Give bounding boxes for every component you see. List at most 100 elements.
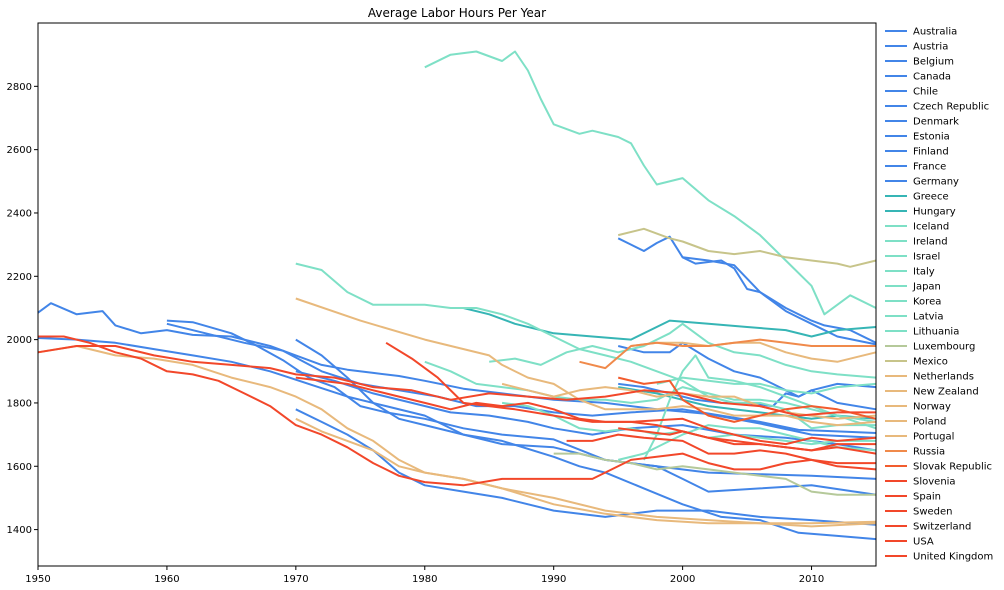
legend-label: Greece (913, 192, 949, 203)
legend-item: United Kingdom (885, 552, 993, 563)
legend-item: Hungary (885, 207, 956, 218)
legend-label: New Zealand (913, 387, 979, 398)
legend-item: Greece (885, 192, 949, 203)
legend-item: Portugal (885, 432, 954, 443)
chart-title: Average Labor Hours Per Year (368, 6, 546, 20)
legend-item: Estonia (885, 132, 950, 143)
legend-label: USA (913, 537, 934, 548)
series-line-16 (424, 360, 877, 430)
legend-label: Germany (913, 177, 959, 188)
series-line-3 (166, 322, 877, 434)
series-line-32 (38, 335, 876, 487)
legend-label: Slovenia (913, 477, 956, 488)
legend-label: Spain (913, 492, 941, 503)
legend-label: Iceland (913, 222, 949, 233)
legend-label: Latvia (913, 312, 943, 323)
legend-item: Netherlands (885, 372, 974, 383)
series-line-15 (489, 322, 877, 379)
legend-label: Slovak Republic (913, 462, 992, 473)
legend-label: Japan (912, 282, 941, 293)
series-line-9 (37, 337, 877, 496)
legend-label: Czech Republic (913, 102, 989, 113)
legend-label: Netherlands (913, 372, 974, 383)
x-tick-label: 1980 (412, 574, 437, 585)
legend-item: Russia (885, 447, 945, 458)
legend-item: Switzerland (885, 522, 971, 533)
series-line-13 (424, 50, 877, 316)
legend-label: Portugal (913, 432, 954, 443)
legend-label: Poland (913, 417, 946, 428)
legend-item: Chile (885, 87, 938, 98)
legend-label: Canada (913, 72, 951, 83)
legend-label: Sweden (913, 507, 953, 518)
y-tick-label: 2200 (7, 272, 32, 283)
x-tick-label: 2000 (670, 574, 695, 585)
legend-label: Estonia (913, 132, 950, 143)
series-line-19 (643, 354, 877, 461)
series-line-26 (630, 341, 877, 363)
legend-item: Iceland (885, 222, 949, 233)
legend-item: Korea (885, 297, 941, 308)
series-line-7 (617, 341, 877, 398)
legend-item: Canada (885, 72, 951, 83)
legend-item: Slovak Republic (885, 462, 992, 473)
legend-item: Italy (885, 267, 935, 278)
series-line-35 (295, 376, 876, 452)
legend-item: Slovenia (885, 477, 956, 488)
x-tick-label: 1970 (283, 574, 308, 585)
legend-label: Norway (913, 402, 951, 413)
series-line-28 (579, 338, 876, 370)
legend-item: Japan (885, 282, 941, 293)
legend-item: New Zealand (885, 387, 979, 398)
legend-item: Lithuania (885, 327, 959, 338)
legend-label: Australia (913, 27, 957, 38)
legend-label: Belgium (913, 57, 954, 68)
legend-label: Israel (913, 252, 940, 263)
x-tick-label: 1960 (154, 574, 179, 585)
legend-label: Korea (913, 297, 941, 308)
legend-item: Austria (885, 42, 948, 53)
legend: Australia Austria Belgium Canada Chile Czech … (885, 27, 993, 563)
series-line-10 (295, 338, 877, 541)
y-tick-label: 2400 (7, 208, 32, 219)
legend-item: Germany (885, 177, 959, 188)
legend-item: Finland (885, 147, 949, 158)
legend-label: Austria (913, 42, 948, 53)
legend-label: Luxembourg (913, 342, 975, 353)
legend-item: Denmark (885, 117, 959, 128)
series-line-20 (656, 376, 877, 395)
legend-item: Poland (885, 417, 946, 428)
legend-item: Spain (885, 492, 941, 503)
series-line-33 (566, 433, 877, 471)
series-line-11 (463, 307, 877, 341)
legend-item: USA (885, 537, 934, 548)
y-tick-label: 2800 (7, 82, 32, 93)
legend-label: Switzerland (913, 522, 971, 533)
y-axis: 1400 1600 1800 2000 2200 2400 2600 2800 (7, 82, 38, 536)
legend-item: Mexico (885, 357, 948, 368)
y-tick-label: 1800 (7, 398, 32, 409)
y-tick-label: 1400 (7, 525, 32, 536)
x-axis: 1950 1960 1970 1980 1990 2000 2010 (25, 566, 824, 585)
legend-item: Luxembourg (885, 342, 975, 353)
legend-item: Israel (885, 252, 940, 263)
legend-label: Italy (913, 267, 935, 278)
series-line-21 (553, 452, 876, 496)
legend-item: Latvia (885, 312, 943, 323)
legend-item: France (885, 162, 946, 173)
legend-item: Ireland (885, 237, 948, 248)
series-line-27 (295, 297, 877, 427)
series-line-8 (295, 370, 877, 452)
legend-label: United Kingdom (913, 552, 993, 563)
legend-item: Norway (885, 402, 951, 413)
series-line-2 (166, 319, 877, 480)
x-tick-label: 2010 (799, 574, 824, 585)
x-tick-label: 1990 (541, 574, 566, 585)
legend-label: Ireland (913, 237, 948, 248)
legend-label: Finland (913, 147, 949, 158)
legend-item: Sweden (885, 507, 953, 518)
legend-item: Belgium (885, 57, 954, 68)
series-line-22 (617, 227, 877, 268)
legend-label: Mexico (913, 357, 948, 368)
